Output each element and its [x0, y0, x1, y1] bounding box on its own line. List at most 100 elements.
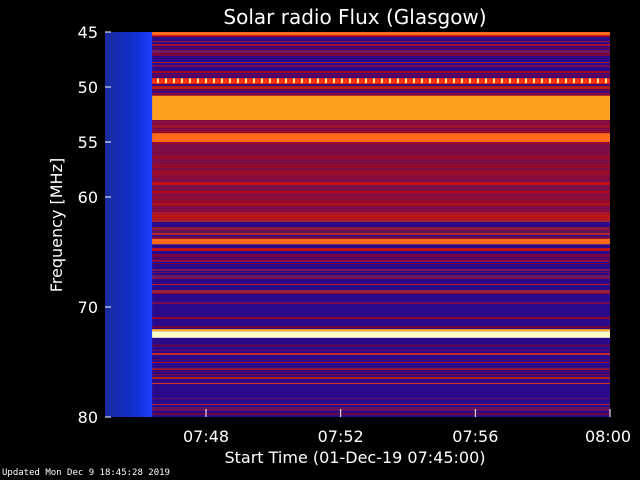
- band-dot: [373, 78, 375, 84]
- band-dot: [549, 78, 551, 84]
- band-dot: [501, 78, 503, 84]
- background-striation: [105, 278, 610, 279]
- band-dot: [509, 78, 511, 84]
- band-dot: [269, 78, 271, 84]
- background-striation: [105, 344, 610, 347]
- data-gap: [105, 32, 153, 417]
- background-striation: [105, 257, 610, 260]
- background-striation: [105, 227, 610, 230]
- band-dot: [597, 78, 599, 84]
- background-striation: [105, 302, 610, 304]
- background-striation: [105, 65, 610, 67]
- band-dot: [309, 78, 311, 84]
- band-dot: [237, 78, 239, 84]
- band-dot: [469, 78, 471, 84]
- background-striation: [105, 47, 610, 49]
- background-striation: [105, 260, 610, 262]
- band-dot: [189, 78, 191, 84]
- band-dot: [173, 78, 175, 84]
- bright-band-4: [105, 238, 610, 245]
- band-dot: [245, 78, 247, 84]
- band-dot: [221, 78, 223, 84]
- band-dot: [277, 78, 279, 84]
- band-dot: [333, 78, 335, 84]
- band-dot: [293, 78, 295, 84]
- band-dot: [437, 78, 439, 84]
- band-dot: [197, 78, 199, 84]
- band-dot: [557, 78, 559, 84]
- band-dot: [157, 78, 159, 84]
- band-dot: [349, 78, 351, 84]
- y-tick-label: 70: [78, 298, 98, 317]
- y-tick-label: 55: [78, 133, 98, 152]
- y-tick-label: 60: [78, 188, 98, 207]
- band-dot: [493, 78, 495, 84]
- band-dot: [317, 78, 319, 84]
- background-striation: [105, 362, 610, 363]
- background-striation: [105, 413, 610, 415]
- background-striation: [105, 71, 610, 73]
- band-dot: [213, 78, 215, 84]
- background-striation: [105, 404, 610, 405]
- band-dot: [421, 78, 423, 84]
- background-striation: [105, 317, 610, 319]
- band-dot: [605, 78, 607, 84]
- background-striation: [105, 218, 610, 221]
- background-striation: [105, 374, 610, 376]
- band-dot: [573, 78, 575, 84]
- band-dot: [341, 78, 343, 84]
- band-dot: [301, 78, 303, 84]
- band-dot: [525, 78, 527, 84]
- band-dot: [541, 78, 543, 84]
- band-dot: [405, 78, 407, 84]
- x-tick-label: 07:56: [452, 427, 498, 446]
- background-striation: [105, 86, 610, 89]
- band-dot: [261, 78, 263, 84]
- band-dot: [165, 78, 167, 84]
- background-striation: [105, 221, 610, 222]
- x-tick-label: 07:48: [183, 427, 229, 446]
- background-striation: [105, 230, 610, 233]
- band-dot: [445, 78, 447, 84]
- background-striation: [105, 398, 610, 399]
- updated-timestamp: Updated Mon Dec 9 18:45:28 2019: [2, 468, 170, 478]
- background-striation: [105, 53, 610, 56]
- background-striation: [105, 263, 610, 264]
- y-axis: 45 50 55 60 70 80: [78, 23, 111, 427]
- band-dot: [485, 78, 487, 84]
- background-striation: [105, 368, 610, 370]
- band-dot: [565, 78, 567, 84]
- y-tick-label: 45: [78, 23, 98, 42]
- band-dot: [325, 78, 327, 84]
- bright-band-0: [105, 32, 610, 36]
- band-dot: [517, 78, 519, 84]
- background-striation: [105, 50, 610, 53]
- background-striation: [105, 350, 610, 351]
- background-striation: [105, 35, 610, 37]
- band-dot: [205, 78, 207, 84]
- background-striation: [105, 269, 610, 271]
- chart-title: Solar radio Flux (Glasgow): [223, 5, 486, 29]
- y-axis-label: Frequency [MHz]: [47, 158, 66, 292]
- background-striation: [105, 83, 610, 85]
- bright-band-5: [105, 331, 610, 338]
- background-striation: [105, 353, 610, 355]
- band-dot: [381, 78, 383, 84]
- band-dot: [357, 78, 359, 84]
- x-axis-label: Start Time (01-Dec-19 07:45:00): [224, 448, 485, 467]
- band-dot: [477, 78, 479, 84]
- band-dot: [581, 78, 583, 84]
- band-dot: [365, 78, 367, 84]
- band-dot: [181, 78, 183, 84]
- background-striation: [105, 89, 610, 91]
- bright-band-3: [105, 133, 610, 142]
- background-striation: [105, 254, 610, 257]
- band-dot: [253, 78, 255, 84]
- background-striation: [105, 44, 610, 46]
- y-tick-label: 50: [78, 78, 98, 97]
- band-dot: [429, 78, 431, 84]
- band-dot: [589, 78, 591, 84]
- band-dot: [413, 78, 415, 84]
- intensity-bands: [105, 32, 610, 415]
- x-tick-label: 08:00: [585, 427, 631, 446]
